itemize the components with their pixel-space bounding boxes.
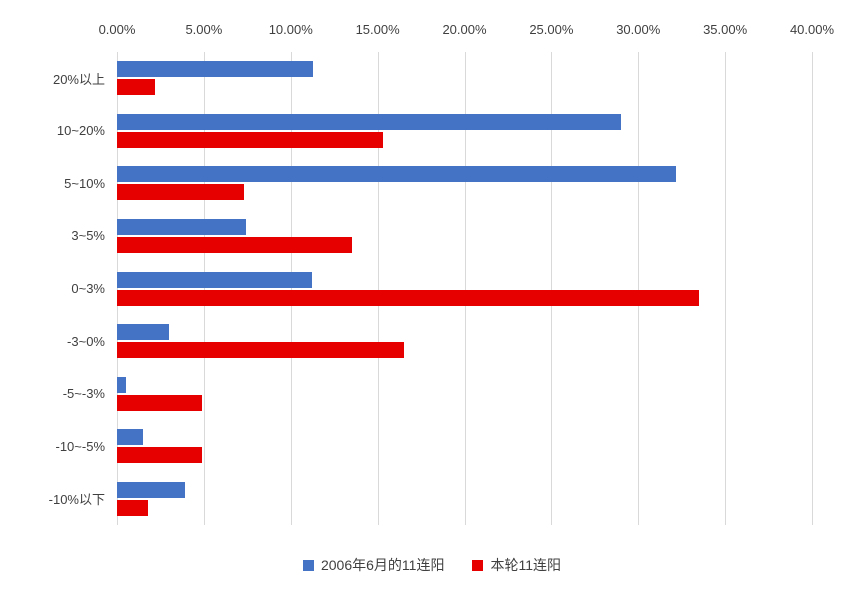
x-axis-tick-label: 20.00%: [442, 22, 487, 37]
x-axis-tick-label: 5.00%: [185, 22, 223, 37]
category-label: -10%以下: [48, 492, 105, 508]
category-label: -10~-5%: [55, 438, 106, 454]
x-axis-tick-label: 10.00%: [268, 22, 313, 37]
x-axis-tick-label: 0.00%: [98, 22, 136, 37]
bar-group: [117, 315, 812, 368]
category-label: -5~-3%: [62, 386, 105, 402]
legend-label-2006: 2006年6月的11连阳: [320, 557, 445, 573]
bar-group: [117, 210, 812, 263]
category-label: 3~5%: [71, 228, 105, 244]
category-label: -3~0%: [67, 333, 105, 349]
bar-series-2006: [117, 166, 677, 183]
bar-series-current: [117, 447, 203, 464]
category-label: 0~3%: [71, 281, 105, 297]
x-axis-tick-label: 30.00%: [616, 22, 661, 37]
bar-series-2006: [117, 271, 312, 288]
bar-series-2006: [117, 376, 126, 393]
bar-group: [117, 52, 812, 105]
bar-series-current: [117, 289, 700, 306]
bar-series-2006: [117, 324, 170, 341]
legend: 2006年6月的11连阳 本轮11连阳: [0, 555, 864, 575]
category-label: 5~10%: [64, 175, 105, 191]
plot-rows: [117, 52, 812, 525]
gridline: [117, 52, 118, 525]
bar-group: [117, 420, 812, 473]
bar-series-2006: [117, 429, 144, 446]
legend-swatch-red: [472, 559, 484, 571]
bar-series-2006: [117, 218, 246, 235]
bar-series-2006: [117, 61, 314, 78]
bar-series-current: [117, 342, 404, 359]
bar-series-current: [117, 236, 352, 253]
bar-series-current: [117, 131, 383, 148]
category-label: 20%以上: [52, 71, 105, 87]
gridline: [464, 52, 466, 525]
x-axis-tick-label: 15.00%: [355, 22, 400, 37]
bar-series-current: [117, 499, 149, 516]
plot-area: [117, 52, 813, 525]
x-axis-tick-label: 35.00%: [703, 22, 748, 37]
bar-group: [117, 262, 812, 315]
x-axis-tick-label: 25.00%: [529, 22, 574, 37]
legend-item-current: 本轮11连阳: [472, 555, 561, 575]
bar-series-current: [117, 79, 156, 96]
category-label: 10~20%: [56, 123, 105, 139]
bar-series-2006: [117, 113, 621, 130]
bar-series-current: [117, 184, 244, 201]
gridline: [290, 52, 292, 525]
gridline: [551, 52, 553, 525]
gridline: [203, 52, 205, 525]
legend-swatch-blue: [302, 559, 314, 571]
bar-group: [117, 367, 812, 420]
legend-label-current: 本轮11连阳: [490, 557, 561, 573]
bar-group: [117, 157, 812, 210]
bar-series-current: [117, 394, 203, 411]
bar-series-2006: [117, 481, 185, 498]
category-labels: 20%以上 10~20% 5~10% 3~5% 0~3% -3~0% -5~-3% -10~-…: [0, 52, 105, 525]
x-axis: 0.00% 5.00% 10.00% 15.00% 20.00% 25.00% 30.00%…: [99, 22, 834, 40]
bar-group: [117, 473, 812, 526]
gridline: [725, 52, 727, 525]
gridlines: [117, 52, 813, 525]
gridline: [812, 52, 813, 525]
gridline: [638, 52, 640, 525]
bar-group: [117, 105, 812, 158]
x-axis-tick-label: 40.00%: [789, 22, 835, 37]
gridline: [377, 52, 379, 525]
legend-item-2006: 2006年6月的11连阳: [302, 555, 445, 575]
